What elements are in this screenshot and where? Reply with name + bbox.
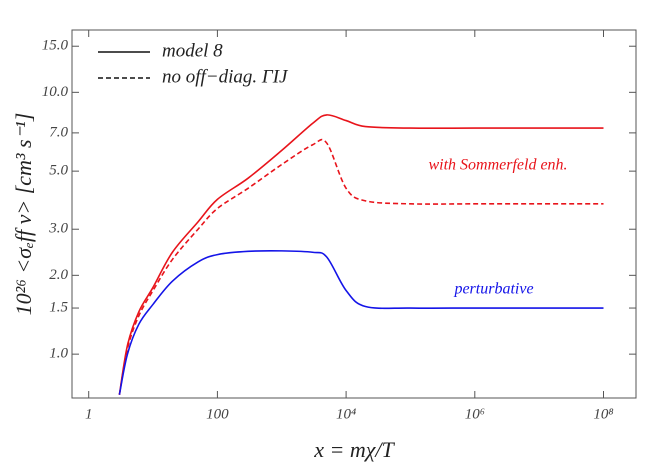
x-tick-label: 1 [85, 406, 93, 422]
x-tick-label: 10⁶ [465, 406, 485, 422]
x-tick-label: 100 [206, 406, 229, 422]
annotation: perturbative [453, 281, 533, 298]
y-tick-label: 1.0 [49, 346, 68, 362]
y-tick-label: 15.0 [42, 38, 69, 54]
x-tick-label: 10⁸ [593, 406, 613, 422]
y-tick-label: 7.0 [49, 124, 68, 140]
legend-label: model 8 [162, 40, 223, 61]
y-axis-label: 10²⁶ <σₑff v> [cm³ s⁻¹] [11, 113, 36, 316]
series-line [118, 249, 604, 395]
annotation: with Sommerfeld enh. [428, 157, 567, 174]
legend-label: no off−diag. ΓIJ [162, 66, 289, 87]
x-axis-label: x = mχ/T [313, 437, 395, 462]
y-tick-label: 10.0 [42, 84, 69, 100]
series-line [118, 138, 604, 395]
plot-frame [71, 29, 637, 399]
y-tick-label: 5.0 [49, 163, 68, 179]
y-tick-label: 2.0 [49, 267, 68, 283]
y-tick-label: 3.0 [48, 221, 68, 237]
series-line [118, 114, 604, 395]
x-tick-label: 10⁴ [336, 406, 356, 422]
y-tick-label: 1.5 [49, 299, 68, 315]
